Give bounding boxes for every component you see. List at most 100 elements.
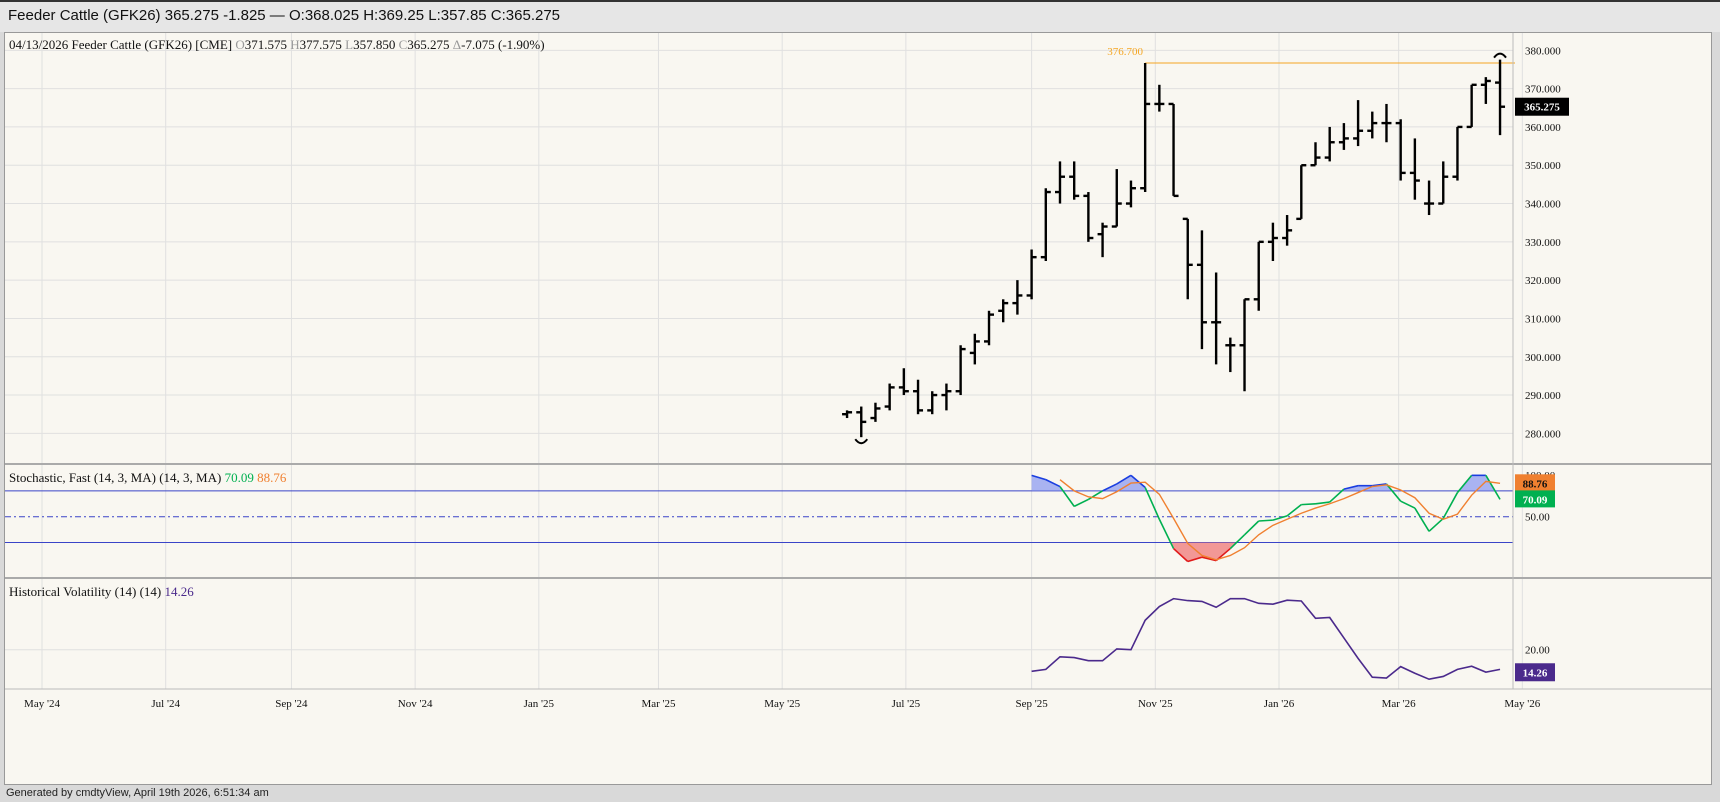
ohlc-bar [1140,62,1151,193]
x-tick-label: Nov '25 [1138,698,1173,710]
ohlc-bar [1026,249,1037,300]
ohlc-bar [1480,77,1491,104]
stoch-y-tick: 50.00 [1525,512,1550,524]
ohlc-bar [1239,298,1250,392]
ohlc-bar [1338,123,1349,150]
ohlc-bar [913,379,924,415]
ohlc-bar [1069,161,1080,200]
x-tick-label: Jul '24 [151,698,180,710]
legend-part: 371.575 [245,37,291,52]
x-tick-label: May '26 [1504,698,1540,710]
ohlc-bar [1097,222,1108,258]
volatility-line [1031,597,1501,681]
stoch-d-line [1059,479,1501,561]
stoch-k-tag [1515,490,1555,508]
stoch-k-segment [1329,488,1345,503]
stoch-k-segment [1343,484,1359,490]
y-tick-label: 360.000 [1525,122,1561,134]
ohlc-bar [1154,84,1165,112]
y-tick-label: 290.000 [1525,390,1561,402]
stoch-k-segment [1400,500,1416,509]
window-title: Feeder Cattle (GFK26) 365.275 -1.825 — O… [8,7,561,24]
y-tick-label: 380.000 [1525,45,1561,57]
x-tick-label: Nov '24 [398,698,433,710]
swing-high-marker [1493,52,1507,59]
ohlc-bar [1409,138,1420,200]
stoch-k-segment [1385,483,1402,502]
stoch-k-segment [1272,515,1288,521]
ohlc-bar [842,410,853,419]
y-tick-label: 370.000 [1525,84,1561,96]
stoch-d-tag [1515,474,1555,492]
legend-part: 14.26 [165,584,195,599]
stoch-k-segment [1144,487,1161,520]
ohlc-bar [1012,280,1023,315]
y-tick-label: 350.000 [1525,160,1561,172]
high-marker-label: 376.700 [1107,46,1143,58]
legend-part: Stochastic, Fast (14, 3, MA) [9,470,159,485]
stoch-k-segment [1243,520,1260,536]
ohlc-bar [1125,180,1136,208]
ohlc-bar [1196,230,1207,350]
y-tick-label: 310.000 [1525,313,1561,325]
last-price-value: 365.275 [1524,102,1560,114]
ohlc-bar [1282,215,1293,246]
legend-part: 70.09 [225,470,258,485]
ohlc-bar [898,368,909,396]
legend-part: -7.075 (-1.90%) [461,37,544,52]
x-tick-label: May '24 [24,698,60,710]
stoch-k-segment [1456,474,1473,494]
footer-generated-by: Generated by cmdtyView, April 19th 2026,… [6,787,269,799]
x-tick-label: Sep '25 [1015,698,1048,710]
stoch-d-tag-value: 88.76 [1523,478,1548,490]
legend-part: (14) [140,584,165,599]
legend-part: C [399,37,408,52]
ohlc-bar [1083,192,1094,242]
ohlc-bar [1381,103,1392,143]
price-chart-svg[interactable]: May '24 Jul '24 Sep '24 Nov '24 Jan '25 Mar '… [5,33,1711,784]
stoch-k-segment [1031,474,1047,481]
ohlc-bar [955,345,966,396]
ohlc-bar [1211,272,1222,365]
vol-value-tag [1515,663,1555,682]
legend-part: L [345,37,353,52]
swing-low-marker [854,438,869,445]
vol-y-tick: 20.00 [1525,645,1550,657]
legend-part: O [235,37,244,52]
ohlc-bar [1111,169,1122,228]
ohlc-bar [1367,111,1378,139]
price-legend: 04/13/2026 Feeder Cattle (GFK26) [CME] O… [9,37,545,52]
stoch-k-segment [1372,483,1387,487]
price-axis-background [1513,33,1711,689]
legend-part: 357.850 [353,37,399,52]
y-tick-label: 280.000 [1525,428,1561,440]
ohlc-bar [1310,142,1321,167]
ohlc-bar [1168,102,1179,198]
ohlc-bar [870,402,881,422]
ohlc-bar [969,333,980,365]
stoch-k-segment [1116,474,1132,485]
ohlc-bar [1353,100,1364,147]
stoch-k-segment [1045,478,1061,488]
legend-part: 377.575 [300,37,346,52]
stoch-k-segment [1428,517,1444,532]
stoch-k-segment [1485,474,1501,500]
x-tick-label: Jan '25 [524,698,555,710]
ohlc-bar [856,406,867,438]
ohlc-bar [1253,240,1264,311]
y-tick-label: 330.000 [1525,237,1561,249]
x-tick-label: Jul '25 [892,698,921,710]
stoch-legend: Stochastic, Fast (14, 3, MA) (14, 3, MA)… [9,470,287,485]
stoch-k-segment [1102,483,1118,492]
x-tick-label: Sep '24 [275,698,308,710]
time-axis-background [5,689,1711,784]
stoch-k-segment [1187,556,1203,563]
chart-container[interactable]: May '24 Jul '24 Sep '24 Nov '24 Jan '25 Mar '… [4,32,1712,785]
ohlc-bar [1182,217,1193,300]
stoch-k-segment [1315,501,1330,505]
y-tick-label: 340.000 [1525,199,1561,211]
stoch-k-segment [1414,507,1430,532]
stoch-k-segment [1073,498,1089,508]
ohlc-bar [984,310,995,346]
stoch-k-segment [1130,474,1146,489]
